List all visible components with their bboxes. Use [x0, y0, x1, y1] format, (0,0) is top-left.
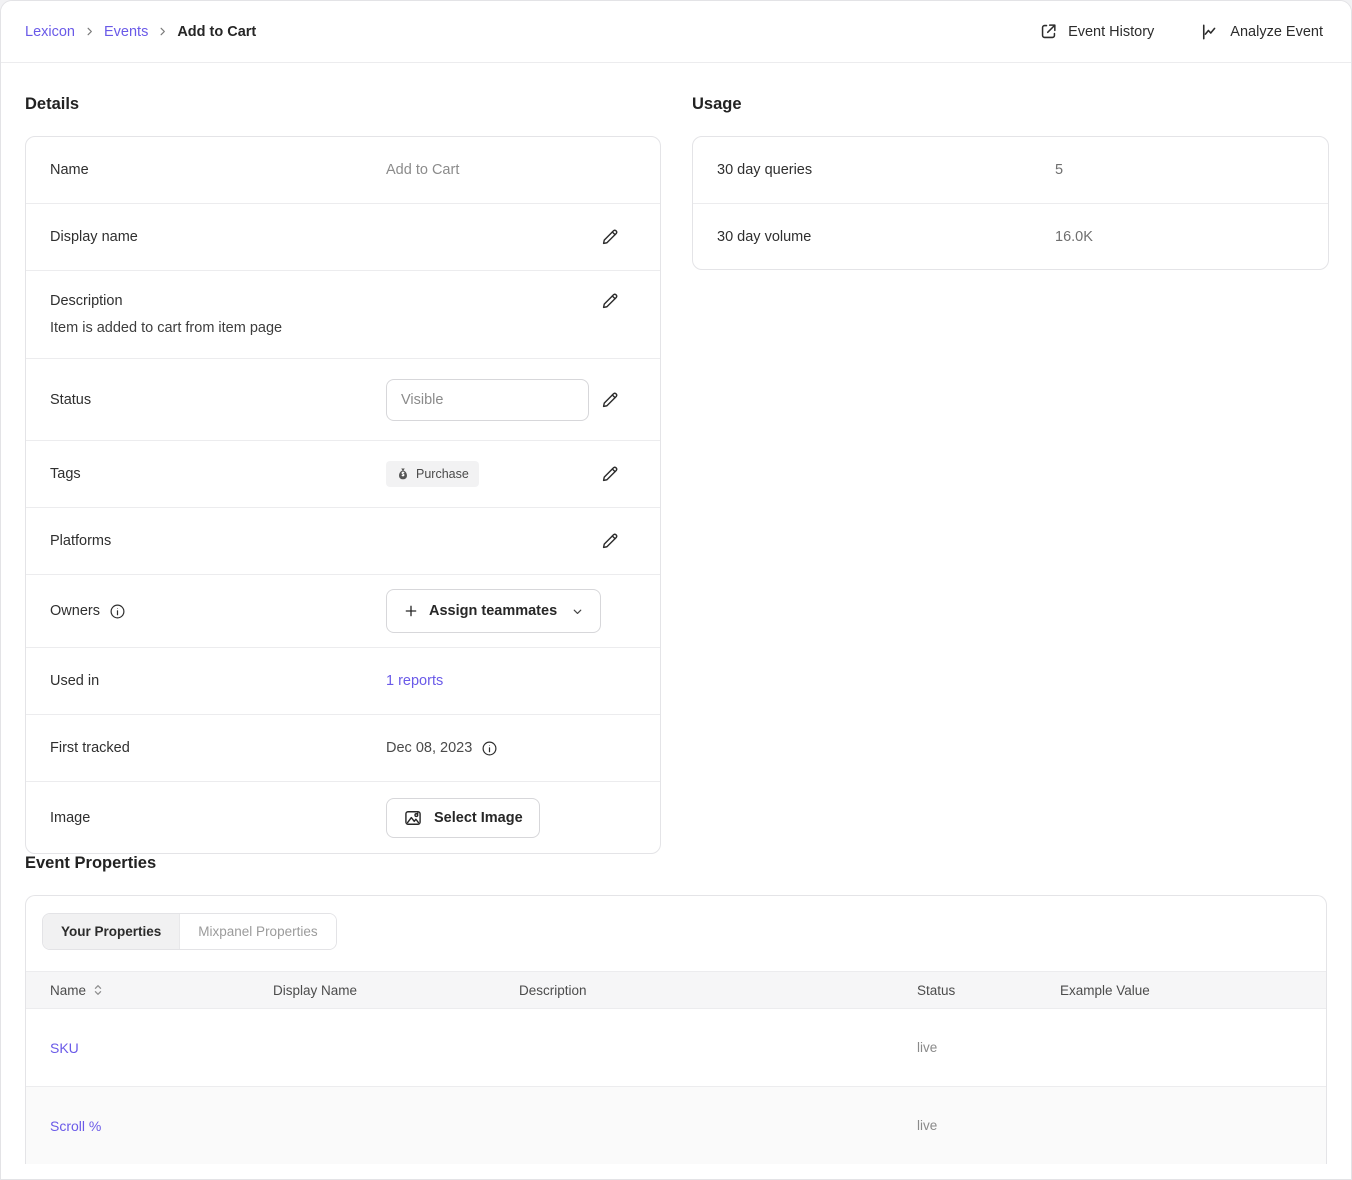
properties-tab-group: Your Properties Mixpanel Properties [42, 913, 337, 950]
usage-row-queries: 30 day queries 5 [693, 137, 1328, 203]
event-properties-title: Event Properties [25, 854, 157, 872]
detail-row-image: Image Select Image [26, 781, 660, 853]
topbar-actions: Event History Analyze Event [1039, 22, 1323, 42]
detail-row-tags: Tags Purchase [26, 440, 660, 507]
name-value: Add to Cart [386, 162, 460, 178]
analyze-event-label: Analyze Event [1230, 23, 1323, 40]
analyze-event-button[interactable]: Analyze Event [1200, 22, 1323, 42]
breadcrumb-current-event: Add to Cart [177, 23, 257, 40]
select-image-button[interactable]: Select Image [386, 797, 540, 838]
edit-tags-pencil-icon[interactable] [600, 464, 620, 484]
image-icon [403, 808, 423, 828]
status-input[interactable]: Visible [386, 378, 589, 421]
assign-teammates-button[interactable]: Assign teammates [386, 589, 602, 633]
event-history-button[interactable]: Event History [1039, 22, 1154, 41]
usage-section: Usage 30 day queries 5 30 day volume 16.… [692, 95, 1329, 270]
detail-row-description: Description Item is added to cart from i… [26, 270, 660, 358]
tag-purchase[interactable]: Purchase [386, 461, 479, 487]
owners-label: Owners [50, 603, 100, 619]
event-properties-section: Event Properties Your Properties Mixpane… [25, 854, 1327, 1164]
details-card: Name Add to Cart Display name [25, 136, 661, 854]
tab-your-properties[interactable]: Your Properties [43, 914, 180, 949]
display-name-label: Display name [50, 229, 138, 245]
breadcrumb-lexicon[interactable]: Lexicon [25, 23, 75, 40]
usage-row-volume: 30 day volume 16.0K [693, 203, 1328, 269]
volume-label: 30 day volume [717, 228, 812, 245]
description-value: Item is added to cart from item page [50, 320, 283, 336]
detail-row-platforms: Platforms [26, 507, 660, 574]
external-link-icon [1039, 22, 1058, 41]
line-chart-icon [1200, 22, 1220, 42]
edit-platforms-pencil-icon[interactable] [600, 531, 620, 551]
edit-status-pencil-icon[interactable] [600, 390, 620, 410]
detail-row-used-in: Used in 1 reports [26, 647, 660, 714]
chevron-right-icon [157, 26, 168, 37]
tab-mixpanel-properties[interactable]: Mixpanel Properties [179, 914, 336, 949]
plus-icon [403, 603, 419, 619]
detail-row-display-name: Display name [26, 203, 660, 270]
edit-display-name-pencil-icon[interactable] [600, 227, 620, 247]
event-properties-card: Your Properties Mixpanel Properties Name [25, 895, 1327, 1164]
event-history-label: Event History [1068, 23, 1155, 40]
detail-row-status: Status Visible [26, 358, 660, 440]
property-name-link[interactable]: Scroll % [50, 1117, 102, 1134]
volume-value: 16.0K [1055, 228, 1093, 245]
name-label: Name [50, 162, 89, 178]
usage-title: Usage [692, 95, 742, 113]
property-status: live [917, 1040, 938, 1055]
details-section: Details Name Add to Cart Display name [25, 95, 661, 854]
select-image-label: Select Image [434, 809, 523, 826]
breadcrumb-events[interactable]: Events [103, 23, 149, 40]
column-status: Status [917, 982, 956, 998]
detail-row-owners: Owners Assign teammates [26, 574, 660, 647]
queries-label: 30 day queries [717, 162, 813, 178]
image-label: Image [50, 809, 91, 826]
first-tracked-info-icon[interactable] [481, 740, 498, 757]
property-row-sku[interactable]: SKU live [26, 1008, 1326, 1086]
tags-label: Tags [50, 466, 81, 482]
content: Details Name Add to Cart Display name [1, 63, 1351, 1164]
property-row-scroll[interactable]: Scroll % live [26, 1086, 1326, 1164]
property-status: live [917, 1118, 938, 1133]
detail-row-first-tracked: First tracked Dec 08, 2023 [26, 714, 660, 781]
first-tracked-value: Dec 08, 2023 [386, 740, 473, 756]
column-description: Description [519, 982, 587, 998]
money-bag-icon [396, 467, 410, 481]
usage-card: 30 day queries 5 30 day volume 16.0K [692, 136, 1329, 270]
breadcrumb: Lexicon Events Add to Cart [25, 24, 256, 40]
sort-icon[interactable] [93, 984, 103, 996]
details-title: Details [25, 95, 80, 113]
assign-teammates-label: Assign teammates [429, 603, 558, 619]
status-label: Status [50, 391, 92, 408]
owners-info-icon[interactable] [109, 603, 126, 620]
platforms-label: Platforms [50, 533, 112, 549]
column-example-value: Example Value [1060, 982, 1150, 998]
column-name[interactable]: Name [50, 982, 87, 998]
first-tracked-label: First tracked [50, 740, 130, 756]
used-in-label: Used in [50, 673, 100, 689]
used-in-reports-link[interactable]: 1 reports [386, 673, 444, 689]
description-label: Description [50, 293, 123, 309]
properties-table-header: Name Display Name Description Status Exa… [26, 971, 1326, 1008]
queries-value: 5 [1055, 162, 1064, 178]
chevron-down-icon [571, 605, 584, 618]
chevron-right-icon [84, 26, 95, 37]
tag-label: Purchase [416, 467, 469, 481]
edit-description-pencil-icon[interactable] [600, 291, 620, 311]
topbar: Lexicon Events Add to Cart Event History [1, 1, 1351, 63]
property-name-link[interactable]: SKU [50, 1039, 79, 1056]
column-display-name: Display Name [273, 982, 358, 998]
detail-row-name: Name Add to Cart [26, 137, 660, 203]
